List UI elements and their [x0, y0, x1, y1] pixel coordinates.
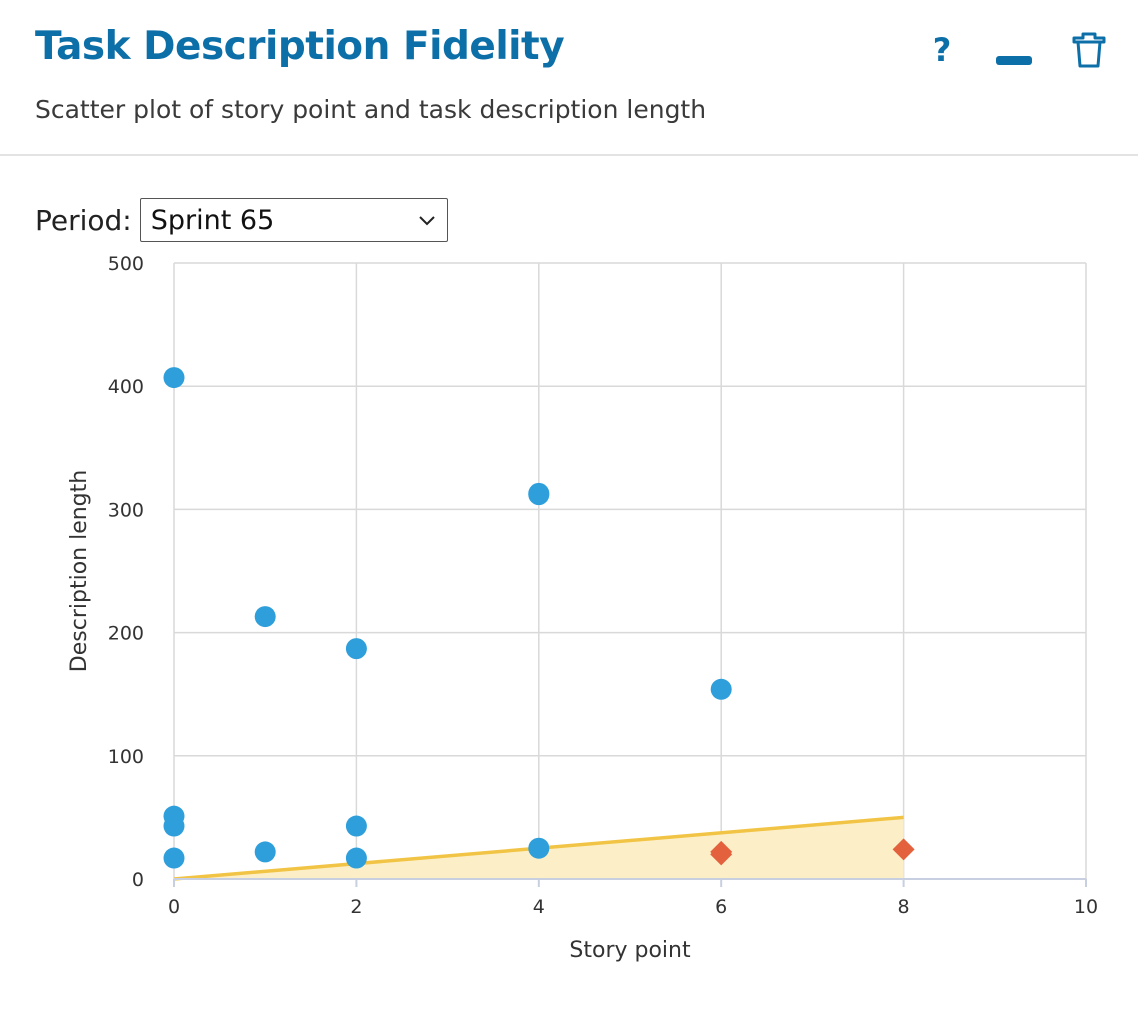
grid-layer [173, 262, 1087, 880]
minimize-button[interactable] [996, 54, 1034, 66]
widget-header: Task Description Fidelity Scatter plot o… [0, 0, 1138, 156]
y-tick-label: 400 [108, 376, 144, 398]
y-tick-label: 300 [108, 499, 144, 521]
y-tick-label: 500 [108, 253, 144, 275]
data-point-flagged[interactable] [710, 843, 733, 866]
help-button[interactable]: ? [924, 30, 960, 70]
points-layer [163, 367, 915, 869]
period-selected-value: Sprint 65 [150, 205, 275, 236]
data-point[interactable] [345, 815, 367, 837]
question-icon: ? [932, 31, 952, 69]
data-point[interactable] [528, 837, 550, 859]
period-label: Period: [35, 203, 132, 237]
y-tick-label: 100 [108, 746, 144, 768]
x-tick-label: 0 [168, 896, 180, 918]
data-point[interactable] [163, 367, 185, 389]
widget-subtitle: Scatter plot of story point and task des… [35, 95, 707, 124]
y-tick-label: 200 [108, 623, 144, 645]
y-tick-label: 0 [132, 869, 144, 891]
data-point[interactable] [254, 841, 276, 863]
data-point[interactable] [254, 606, 276, 628]
x-tick-label: 8 [898, 896, 910, 918]
data-point[interactable] [528, 484, 550, 506]
x-tick-label: 6 [715, 896, 727, 918]
data-point[interactable] [163, 815, 185, 837]
data-point-flagged[interactable] [892, 838, 915, 861]
period-filter: Period: Sprint 65 [35, 197, 448, 243]
delete-button[interactable] [1070, 30, 1110, 70]
period-select[interactable]: Sprint 65 [139, 198, 448, 242]
data-point[interactable] [710, 678, 732, 700]
y-axis-title: Description length [67, 470, 92, 672]
x-tick-label: 10 [1074, 896, 1098, 918]
data-point[interactable] [163, 847, 185, 869]
widget-title: Task Description Fidelity [35, 24, 565, 69]
minimize-icon [996, 56, 1032, 65]
x-tick-label: 2 [350, 896, 362, 918]
data-point[interactable] [345, 847, 367, 869]
trash-icon [1072, 32, 1106, 68]
data-point[interactable] [345, 638, 367, 660]
x-tick-label: 4 [533, 896, 545, 918]
x-axis-title: Story point [569, 938, 691, 963]
chevron-down-icon [419, 216, 435, 226]
